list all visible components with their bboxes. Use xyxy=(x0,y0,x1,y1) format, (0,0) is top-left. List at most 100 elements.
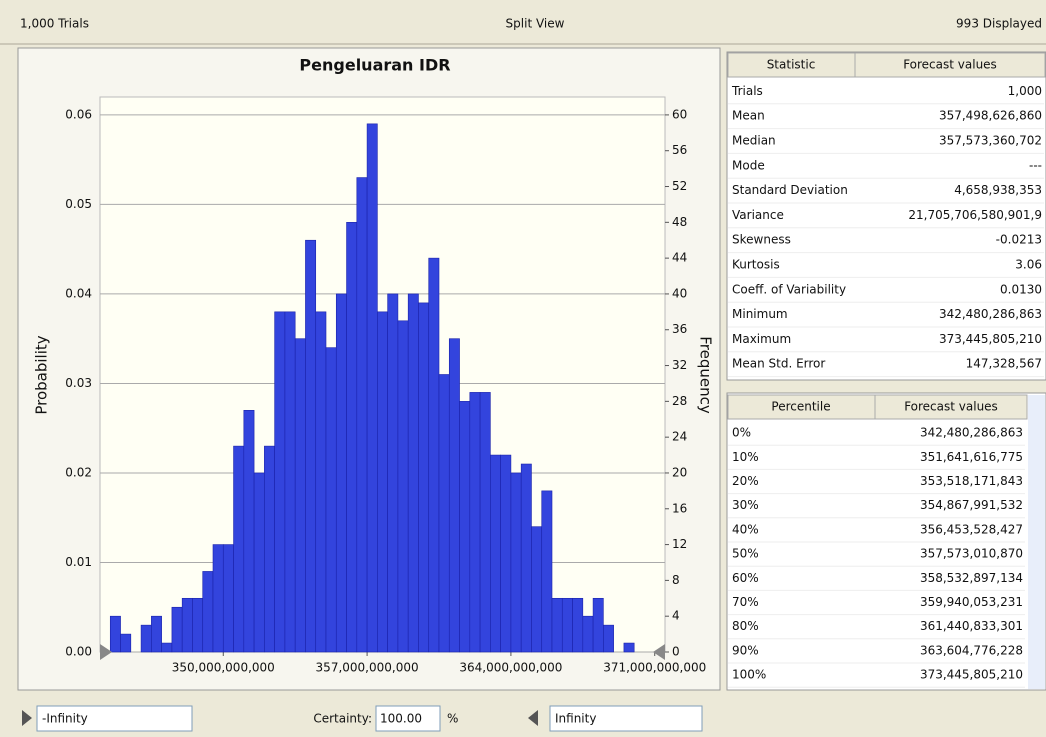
bar xyxy=(151,615,162,653)
row-label: Variance xyxy=(732,208,784,222)
certainty-input[interactable] xyxy=(375,705,441,732)
row-label: Coeff. of Variability xyxy=(732,282,846,296)
row-label: Skewness xyxy=(732,233,791,247)
bar xyxy=(407,293,419,653)
bar xyxy=(510,472,522,653)
scrollbar[interactable] xyxy=(1028,395,1045,689)
row-value: -0.0213 xyxy=(996,233,1042,247)
y-label: Probability xyxy=(33,335,51,414)
y2-tick-label: 4 xyxy=(672,609,680,623)
row-value: 351,641,616,775 xyxy=(920,450,1023,464)
bar xyxy=(531,526,543,653)
bar xyxy=(387,293,399,653)
lower-value[interactable]: -Infinity xyxy=(42,712,88,726)
table-header xyxy=(727,394,1028,420)
bar xyxy=(438,374,450,653)
bar xyxy=(459,401,471,653)
bar xyxy=(418,302,430,653)
row-value: 1,000 xyxy=(1008,84,1042,98)
upper-value[interactable]: Infinity xyxy=(555,712,596,726)
y2-tick-label: 48 xyxy=(672,215,687,229)
axis-marker xyxy=(100,644,112,660)
bar xyxy=(212,544,224,653)
bar xyxy=(284,311,296,653)
view[interactable]: Split View xyxy=(506,17,565,31)
row-label: 10% xyxy=(732,450,759,464)
bar xyxy=(335,293,347,653)
bar xyxy=(397,320,409,653)
bar xyxy=(469,392,481,653)
y-tick-label: 0.06 xyxy=(65,107,92,121)
lower-grabber[interactable] xyxy=(22,710,32,726)
certainty-unit: % xyxy=(447,712,458,726)
bar xyxy=(120,633,132,653)
bar xyxy=(325,347,337,653)
bar xyxy=(140,624,152,653)
row-label: Kurtosis xyxy=(732,258,780,272)
bar xyxy=(377,311,388,653)
row-label: 40% xyxy=(732,522,759,536)
lower-input[interactable] xyxy=(36,705,193,732)
bar xyxy=(603,624,614,653)
y2-tick-label: 12 xyxy=(672,537,687,551)
header-cell: Percentile xyxy=(771,400,830,414)
row-value: 354,867,991,532 xyxy=(920,498,1023,512)
row-label: 70% xyxy=(732,595,759,609)
row-value: 0.0130 xyxy=(1000,282,1042,296)
y-tick-label: 0.00 xyxy=(65,645,92,659)
row-value: 21,705,706,580,901,9 xyxy=(908,208,1042,222)
row-label: Mode xyxy=(732,158,765,172)
row-value: --- xyxy=(1029,158,1042,172)
bar xyxy=(109,615,121,653)
row-value: 357,573,010,870 xyxy=(920,547,1023,561)
row-label: Maximum xyxy=(732,332,791,346)
y-tick-label: 0.05 xyxy=(65,197,92,211)
bar xyxy=(366,123,378,653)
row-label: 20% xyxy=(732,474,759,488)
bar xyxy=(582,615,594,653)
bar xyxy=(171,606,183,653)
y2-tick-label: 24 xyxy=(672,430,687,444)
trials: 1,000 Trials xyxy=(20,17,89,31)
bar xyxy=(305,239,317,653)
row-label: 30% xyxy=(732,498,759,512)
row-value: 373,445,805,210 xyxy=(939,332,1042,346)
row-value: 4,658,938,353 xyxy=(954,183,1042,197)
y2-tick-label: 16 xyxy=(672,501,687,515)
bar xyxy=(490,454,501,653)
row-label: 50% xyxy=(732,547,759,561)
bar xyxy=(592,597,604,653)
bar xyxy=(479,392,491,653)
y2-tick-label: 0 xyxy=(672,645,680,659)
displayed: 993 Displayed xyxy=(956,17,1042,31)
row-label: Mean xyxy=(732,109,765,123)
bar xyxy=(356,177,368,653)
certainty-label: Certainty: xyxy=(313,712,372,726)
row-value: 342,480,286,863 xyxy=(939,307,1042,321)
bar xyxy=(233,445,245,653)
bar xyxy=(181,597,193,653)
row-value: 356,453,528,427 xyxy=(920,522,1023,536)
certainty-value[interactable]: 100.00 xyxy=(380,712,422,726)
row-value: 359,940,053,231 xyxy=(920,595,1023,609)
y2-tick-label: 28 xyxy=(672,394,687,408)
bar xyxy=(520,463,532,653)
upper-grabber[interactable] xyxy=(528,710,538,726)
row-value: 373,445,805,210 xyxy=(920,668,1023,682)
x-tick-label: 364,000,000,000 xyxy=(459,661,562,675)
header-cell: Forecast values xyxy=(903,58,997,72)
row-value: 3.06 xyxy=(1015,258,1042,272)
row-label: Trials xyxy=(731,84,763,98)
bar xyxy=(623,642,635,653)
x-tick-label: 357,000,000,000 xyxy=(316,661,419,675)
row-label: Minimum xyxy=(732,307,788,321)
row-label: 80% xyxy=(732,619,759,633)
bar xyxy=(202,571,214,653)
y-tick-label: 0.03 xyxy=(65,376,92,390)
y2-tick-label: 44 xyxy=(672,251,687,265)
row-value: 361,440,833,301 xyxy=(920,619,1023,633)
row-label: Mean Std. Error xyxy=(732,357,825,371)
upper-input[interactable] xyxy=(549,705,703,732)
row-value: 342,480,286,863 xyxy=(920,426,1023,440)
